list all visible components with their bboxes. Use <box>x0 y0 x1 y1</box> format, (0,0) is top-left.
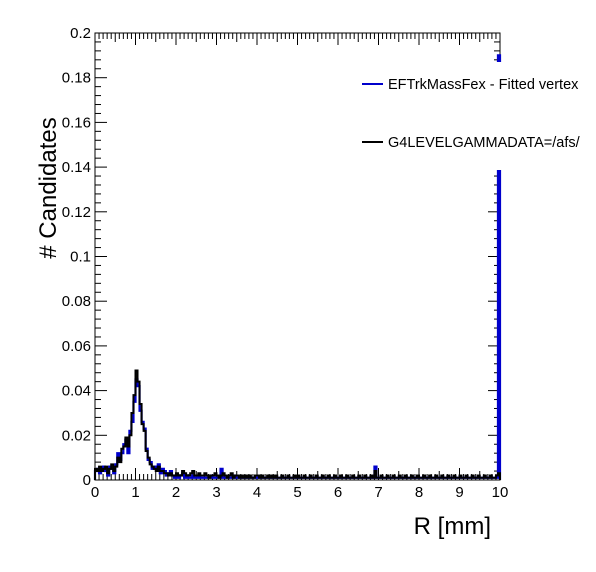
legend-box <box>356 62 596 170</box>
y-tick-label: 0.02 <box>62 427 91 444</box>
y-tick-label: 0.04 <box>62 383 91 400</box>
y-tick-label: 0.1 <box>70 249 91 266</box>
legend-label: EFTrkMassFex - Fitted vertex <box>388 77 579 93</box>
x-tick-label: 1 <box>131 484 139 501</box>
y-tick-label: 0.12 <box>62 204 91 221</box>
x-tick-label: 4 <box>253 484 261 501</box>
legend: EFTrkMassFex - Fitted vertex G4LEVELGAMMA… <box>356 62 596 170</box>
x-tick-label: 5 <box>293 484 301 501</box>
y-tick-label: 0.16 <box>62 114 91 131</box>
y-axis-title: # Candidates <box>35 117 62 258</box>
x-tick-label: 3 <box>212 484 220 501</box>
x-tick-label: 7 <box>374 484 382 501</box>
y-tick-label: 0.08 <box>62 293 91 310</box>
series-line-g4levelgammadata <box>94 369 501 480</box>
y-tick-label: 0.18 <box>62 70 91 87</box>
x-tick-label: 10 <box>492 484 509 501</box>
y-tick-label: 0.14 <box>62 159 91 176</box>
x-tick-label: 6 <box>334 484 342 501</box>
y-tick-label: 0.06 <box>62 338 91 355</box>
x-tick-label: 0 <box>91 484 99 501</box>
legend-label: G4LEVELGAMMADATA=/afs/ <box>388 135 581 151</box>
x-axis-title: R [mm] <box>414 513 491 540</box>
y-tick-label: 0.2 <box>70 25 91 42</box>
y-tick-label: 0 <box>83 472 91 489</box>
series-layer <box>93 54 502 480</box>
x-tick-label: 8 <box>415 484 423 501</box>
x-tick-label: 9 <box>455 484 463 501</box>
x-tick-label: 2 <box>172 484 180 501</box>
